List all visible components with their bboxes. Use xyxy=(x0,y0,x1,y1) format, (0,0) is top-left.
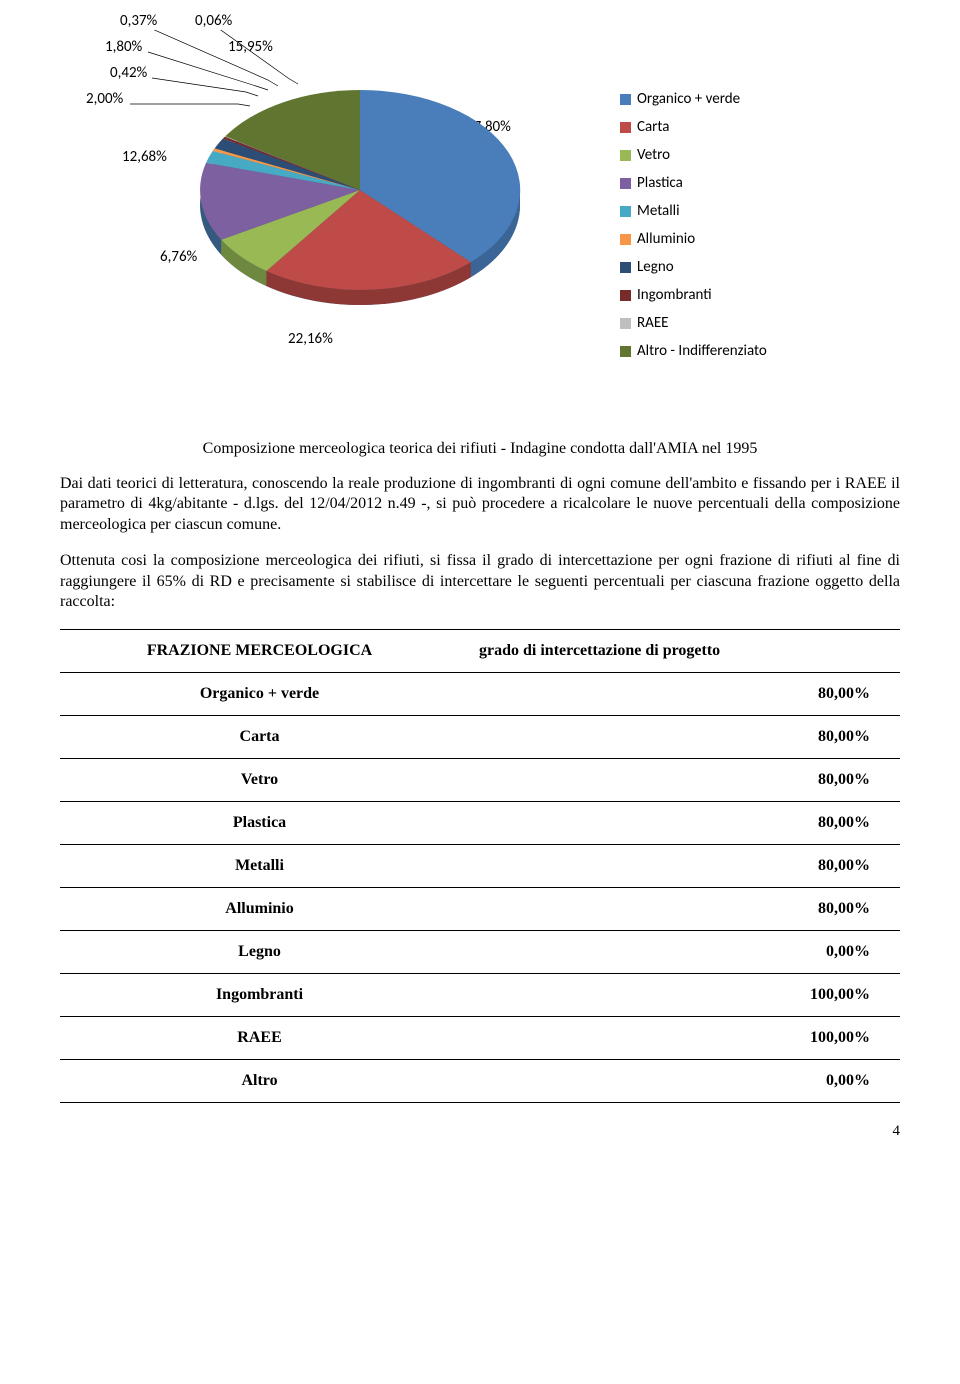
table-cell: Metalli xyxy=(60,844,459,887)
table-cell: Vetro xyxy=(60,758,459,801)
table-cell: Altro xyxy=(60,1059,459,1102)
table-cell: Alluminio xyxy=(60,887,459,930)
table-row: Carta80,00% xyxy=(60,715,900,758)
legend-swatch xyxy=(620,122,631,133)
table-row: Legno0,00% xyxy=(60,930,900,973)
table-row: Altro0,00% xyxy=(60,1059,900,1102)
legend-swatch xyxy=(620,346,631,357)
legend-swatch xyxy=(620,234,631,245)
table-cell: 0,00% xyxy=(459,1059,900,1102)
page-number: 4 xyxy=(60,1123,900,1140)
legend-item: Organico + verde xyxy=(620,90,767,108)
legend-swatch xyxy=(620,262,631,273)
legend-item: Ingombranti xyxy=(620,286,767,304)
legend-item: Vetro xyxy=(620,146,767,164)
legend-label: Ingombranti xyxy=(637,286,712,304)
paragraph-2: Ottenuta cosi la composizione merceologi… xyxy=(60,551,900,612)
intercettazione-table: FRAZIONE MERCEOLOGICA grado di intercett… xyxy=(60,629,900,1103)
legend-item: Carta xyxy=(620,118,767,136)
table-cell: 80,00% xyxy=(459,801,900,844)
legend-label: Metalli xyxy=(637,202,680,220)
table-cell: Ingombranti xyxy=(60,973,459,1016)
table-cell: 100,00% xyxy=(459,1016,900,1059)
legend-label: Legno xyxy=(637,258,674,276)
table-cell: 80,00% xyxy=(459,672,900,715)
pie-label-ingombranti: 0,37% xyxy=(120,12,157,30)
table-cell: RAEE xyxy=(60,1016,459,1059)
table-cell: 0,00% xyxy=(459,930,900,973)
legend-item: Legno xyxy=(620,258,767,276)
legend-item: Altro - Indifferenziato xyxy=(620,342,767,360)
legend-label: Alluminio xyxy=(637,230,695,248)
table-cell: Legno xyxy=(60,930,459,973)
legend-label: Carta xyxy=(637,118,669,136)
paragraph-1: Dai dati teorici di letteratura, conosce… xyxy=(60,474,900,535)
pie-chart-area: 0,37% 0,06% 1,80% 15,95% 0,42% 2,00% 12,… xyxy=(60,30,900,410)
table-row: Plastica80,00% xyxy=(60,801,900,844)
pie-label-raee: 0,06% xyxy=(195,12,232,30)
table-header: FRAZIONE MERCEOLOGICA xyxy=(60,629,459,672)
legend-swatch xyxy=(620,94,631,105)
pie-label-carta: 22,16% xyxy=(288,330,333,348)
table-cell: 100,00% xyxy=(459,973,900,1016)
legend-swatch xyxy=(620,150,631,161)
table-cell: Plastica xyxy=(60,801,459,844)
table-row: Ingombranti100,00% xyxy=(60,973,900,1016)
legend-swatch xyxy=(620,178,631,189)
table-cell: Organico + verde xyxy=(60,672,459,715)
table-cell: Carta xyxy=(60,715,459,758)
table-cell: 80,00% xyxy=(459,844,900,887)
pie-label-altro: 15,95% xyxy=(228,38,273,56)
legend-label: Vetro xyxy=(637,146,670,164)
legend-label: Organico + verde xyxy=(637,90,740,108)
legend-label: Altro - Indifferenziato xyxy=(637,342,767,360)
pie-label-alluminio: 0,42% xyxy=(110,64,147,82)
legend-label: Plastica xyxy=(637,174,683,192)
chart-caption: Composizione merceologica teorica dei ri… xyxy=(60,440,900,458)
legend-item: Plastica xyxy=(620,174,767,192)
legend-item: Metalli xyxy=(620,202,767,220)
table-header: grado di intercettazione di progetto xyxy=(459,629,900,672)
table-row: Alluminio80,00% xyxy=(60,887,900,930)
legend-swatch xyxy=(620,318,631,329)
pie-label-plastica: 12,68% xyxy=(122,148,167,166)
table-cell: 80,00% xyxy=(459,715,900,758)
legend-swatch xyxy=(620,290,631,301)
table-row: Metalli80,00% xyxy=(60,844,900,887)
table-row: RAEE100,00% xyxy=(60,1016,900,1059)
pie-chart xyxy=(190,60,530,320)
legend-item: Alluminio xyxy=(620,230,767,248)
legend-item: RAEE xyxy=(620,314,767,332)
legend-swatch xyxy=(620,206,631,217)
chart-legend: Organico + verde Carta Vetro Plastica Me… xyxy=(620,90,767,370)
table-cell: 80,00% xyxy=(459,758,900,801)
table-row: Vetro80,00% xyxy=(60,758,900,801)
legend-label: RAEE xyxy=(637,314,668,332)
pie-label-legno: 1,80% xyxy=(105,38,142,56)
pie-label-metalli: 2,00% xyxy=(86,90,123,108)
table-cell: 80,00% xyxy=(459,887,900,930)
table-row: Organico + verde80,00% xyxy=(60,672,900,715)
